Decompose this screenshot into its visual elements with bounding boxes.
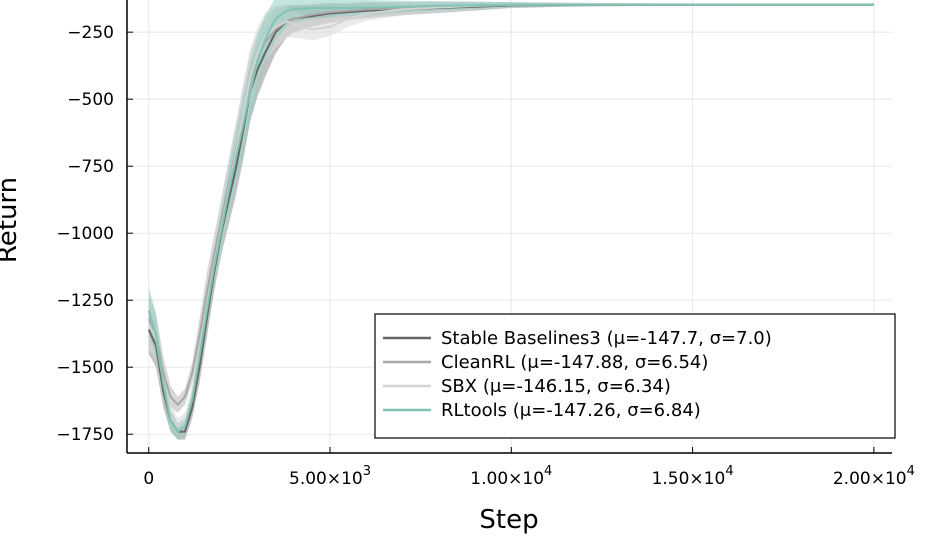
- x-tick-exponent: 3: [363, 464, 371, 479]
- x-tick-labels: 0 5.00×103 1.00×104 1.50×104 2.00×104: [143, 464, 915, 489]
- y-tick-label: −1250: [56, 291, 114, 311]
- y-tick-label: −250: [67, 23, 114, 43]
- legend-label-3: RLtools (μ=-147.26, σ=6.84): [441, 400, 701, 421]
- y-tick-label: −750: [67, 157, 114, 177]
- x-tick-label: 5.00×103: [289, 464, 371, 489]
- series-lines: [147, 3, 874, 433]
- x-tick-exponent: 4: [907, 464, 915, 479]
- y-tick-label: −1500: [56, 358, 114, 378]
- legend-label-1: CleanRL (μ=-147.88, σ=6.54): [441, 352, 708, 373]
- y-tick-label: −500: [67, 90, 114, 110]
- y-tick-label: −1000: [56, 224, 114, 244]
- x-tick-label: 1.00×104: [470, 464, 552, 489]
- x-axis-label: Step: [479, 505, 538, 535]
- x-tick-exponent: 4: [725, 464, 733, 479]
- y-axis-label: Return: [0, 177, 23, 263]
- legend-box: [374, 313, 896, 439]
- legend: Stable Baselines3 (μ=-147.7, σ=7.0) Clean…: [374, 313, 896, 439]
- y-tick-label: −1750: [56, 425, 114, 445]
- axes: [126, 0, 892, 454]
- y-tick-labels: −250 −500 −750 −1000 −1250 −1500 −1750: [56, 23, 114, 445]
- series-line-3: [147, 3, 874, 433]
- legend-label-2: SBX (μ=-146.15, σ=6.34): [441, 376, 671, 397]
- x-tick-exponent: 4: [544, 464, 552, 479]
- legend-label-0: Stable Baselines3 (μ=-147.7, σ=7.0): [441, 328, 772, 349]
- x-tick-label: 0: [143, 469, 154, 489]
- x-tick-label: 1.50×104: [652, 464, 734, 489]
- x-tick-label: 2.00×104: [833, 464, 915, 489]
